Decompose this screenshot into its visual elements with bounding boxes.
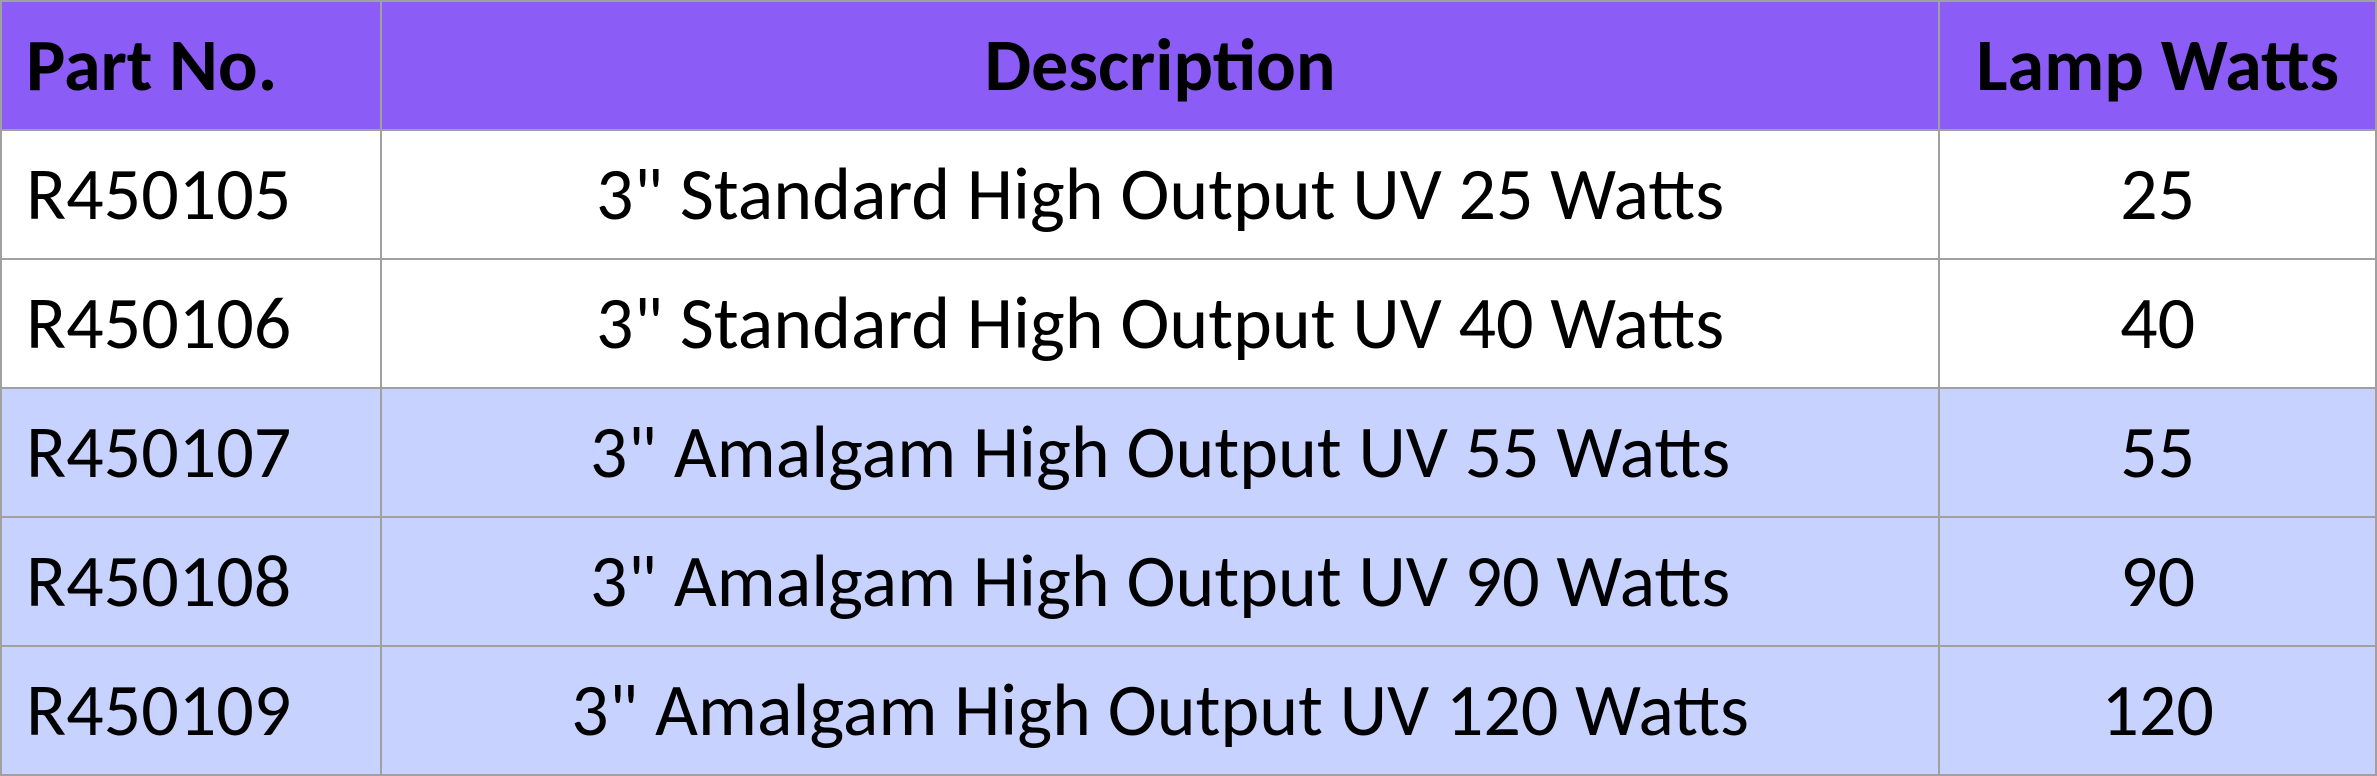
- cell-description: 3" Standard High Output UV 40 Watts: [381, 259, 1939, 388]
- table-body: R450105 3" Standard High Output UV 25 Wa…: [1, 130, 2376, 775]
- uv-lamp-table: Part No. Description Lamp Watts R450105 …: [0, 0, 2377, 776]
- cell-part-no: R450105: [1, 130, 381, 259]
- table-row: R450105 3" Standard High Output UV 25 Wa…: [1, 130, 2376, 259]
- cell-part-no: R450107: [1, 388, 381, 517]
- cell-part-no: R450108: [1, 517, 381, 646]
- table-row: R450108 3" Amalgam High Output UV 90 Wat…: [1, 517, 2376, 646]
- cell-lamp-watts: 40: [1939, 259, 2376, 388]
- cell-part-no: R450106: [1, 259, 381, 388]
- table-row: R450107 3" Amalgam High Output UV 55 Wat…: [1, 388, 2376, 517]
- cell-description: 3" Amalgam High Output UV 120 Watts: [381, 646, 1939, 775]
- cell-description: 3" Amalgam High Output UV 90 Watts: [381, 517, 1939, 646]
- cell-description: 3" Amalgam High Output UV 55 Watts: [381, 388, 1939, 517]
- header-part-no: Part No.: [1, 1, 381, 130]
- header-lamp-watts: Lamp Watts: [1939, 1, 2376, 130]
- table-row: R450106 3" Standard High Output UV 40 Wa…: [1, 259, 2376, 388]
- cell-description: 3" Standard High Output UV 25 Watts: [381, 130, 1939, 259]
- table-row: R450109 3" Amalgam High Output UV 120 Wa…: [1, 646, 2376, 775]
- cell-lamp-watts: 90: [1939, 517, 2376, 646]
- cell-lamp-watts: 120: [1939, 646, 2376, 775]
- cell-part-no: R450109: [1, 646, 381, 775]
- cell-lamp-watts: 25: [1939, 130, 2376, 259]
- cell-lamp-watts: 55: [1939, 388, 2376, 517]
- header-description: Description: [381, 1, 1939, 130]
- table-header-row: Part No. Description Lamp Watts: [1, 1, 2376, 130]
